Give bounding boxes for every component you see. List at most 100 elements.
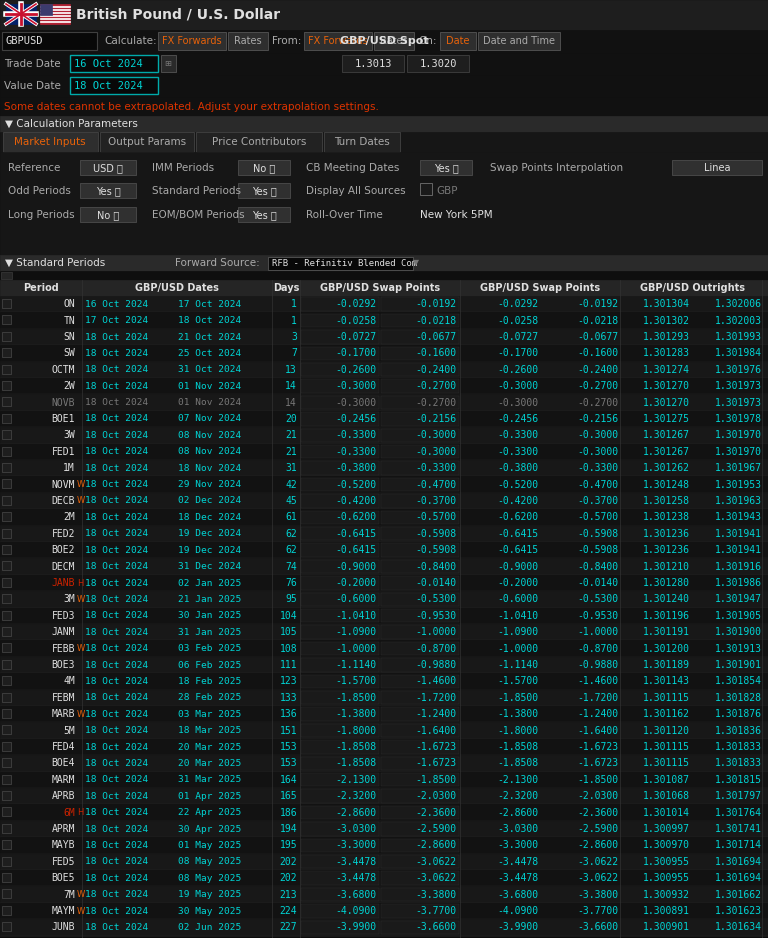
Text: -3.0622: -3.0622 [577, 856, 618, 867]
Text: GBP/USD Spot: GBP/USD Spot [339, 36, 429, 46]
Bar [0, 838, 768, 854]
Bar [40, 4, 52, 15]
Text: 02 Jun 2025: 02 Jun 2025 [178, 923, 241, 931]
Bar [0, 116, 768, 132]
Text: -4.0900: -4.0900 [497, 906, 538, 916]
Bar [301, 855, 379, 869]
Text: APRB: APRB [51, 791, 75, 801]
Text: No ⓘ: No ⓘ [253, 163, 275, 173]
Text: 1.301238: 1.301238 [643, 512, 690, 522]
Bar [0, 444, 768, 460]
Bar [0, 378, 768, 394]
Text: 1.301900: 1.301900 [715, 628, 762, 637]
Text: 1.301913: 1.301913 [715, 643, 762, 654]
Text: -0.4700: -0.4700 [577, 479, 618, 490]
Bar [2, 808, 11, 816]
Text: W: W [77, 890, 85, 900]
Text: 1.301270: 1.301270 [643, 381, 690, 391]
Text: 62: 62 [285, 529, 297, 538]
Bar [2, 676, 11, 685]
Text: -2.8600: -2.8600 [335, 808, 376, 818]
Bar [301, 904, 379, 917]
Text: 30 Jan 2025: 30 Jan 2025 [178, 612, 241, 620]
Text: 1.301200: 1.301200 [643, 643, 690, 654]
Text: 1.301854: 1.301854 [715, 676, 762, 687]
Bar [0, 255, 768, 271]
Text: 18 Oct 2024: 18 Oct 2024 [85, 562, 148, 571]
Text: -1.8000: -1.8000 [497, 726, 538, 735]
Text: -0.5908: -0.5908 [415, 529, 456, 538]
Bar [2, 299, 11, 308]
Text: -1.7200: -1.7200 [415, 693, 456, 703]
Bar [301, 347, 379, 360]
Text: Output Params: Output Params [108, 137, 186, 147]
Text: 13: 13 [285, 365, 297, 375]
Text: 1.301662: 1.301662 [715, 889, 762, 900]
Bar [2, 562, 11, 570]
Bar [40, 21, 70, 23]
Bar [0, 624, 768, 641]
Text: -1.0410: -1.0410 [335, 611, 376, 621]
Bar [80, 160, 136, 175]
Text: -0.4200: -0.4200 [335, 496, 376, 506]
Bar [381, 871, 459, 885]
Text: 14: 14 [285, 398, 297, 408]
Text: 01 Nov 2024: 01 Nov 2024 [178, 398, 241, 407]
Text: GBP/USD Swap Points: GBP/USD Swap Points [320, 283, 440, 293]
Text: 1.301623: 1.301623 [715, 906, 762, 916]
Text: Forward Source:: Forward Source: [175, 258, 260, 268]
Text: -3.4478: -3.4478 [335, 873, 376, 884]
Bar [301, 314, 379, 327]
Text: -0.8400: -0.8400 [415, 562, 456, 571]
Bar [0, 870, 768, 886]
Text: 18 Oct 2024: 18 Oct 2024 [85, 710, 148, 719]
Text: -2.0300: -2.0300 [415, 791, 456, 801]
Text: 18 Oct 2024: 18 Oct 2024 [85, 579, 148, 587]
Text: H: H [77, 809, 84, 817]
Text: -3.6600: -3.6600 [415, 922, 456, 932]
Text: 1.301943: 1.301943 [715, 512, 762, 522]
Bar [0, 53, 768, 75]
Text: 104: 104 [280, 611, 297, 621]
Bar [381, 724, 459, 737]
Text: On:: On: [418, 36, 436, 46]
Text: Market Inputs: Market Inputs [15, 137, 86, 147]
Text: W: W [77, 644, 85, 653]
Text: -0.2700: -0.2700 [415, 381, 456, 391]
Bar [0, 788, 768, 805]
Text: 18 Oct 2024: 18 Oct 2024 [85, 677, 148, 686]
Text: Yes ⓘ: Yes ⓘ [252, 210, 276, 220]
Text: 1.301236: 1.301236 [643, 545, 690, 555]
Bar [2, 446, 11, 456]
Text: 1.301764: 1.301764 [715, 808, 762, 818]
Text: 20 Mar 2025: 20 Mar 2025 [178, 759, 241, 768]
Text: -1.6723: -1.6723 [577, 759, 618, 768]
Text: 06 Feb 2025: 06 Feb 2025 [178, 660, 241, 670]
Bar [381, 510, 459, 524]
Text: 25 Oct 2024: 25 Oct 2024 [178, 349, 241, 358]
Bar [40, 6, 70, 8]
Text: -0.1600: -0.1600 [577, 348, 618, 358]
Text: ⊞: ⊞ [164, 59, 171, 68]
Bar [0, 591, 768, 608]
Bar [0, 509, 768, 525]
Text: 1: 1 [291, 315, 297, 325]
Text: IMM Periods: IMM Periods [152, 163, 214, 173]
Text: 1.301236: 1.301236 [643, 529, 690, 538]
Text: -1.8500: -1.8500 [497, 693, 538, 703]
Text: -3.7700: -3.7700 [577, 906, 618, 916]
Text: -3.3800: -3.3800 [577, 889, 618, 900]
Text: -4.0900: -4.0900 [335, 906, 376, 916]
Text: -1.8508: -1.8508 [335, 742, 376, 752]
Bar [381, 773, 459, 786]
Bar [100, 132, 194, 152]
Text: ON: ON [63, 299, 75, 310]
Text: 18 Oct 2024: 18 Oct 2024 [85, 873, 148, 883]
Text: 18 Oct 2024: 18 Oct 2024 [85, 415, 148, 423]
Bar [0, 427, 768, 444]
Bar [0, 345, 768, 362]
Bar [381, 576, 459, 590]
Bar [440, 32, 476, 50]
Text: Price Contributors: Price Contributors [212, 137, 306, 147]
Text: 18 Oct 2024: 18 Oct 2024 [85, 857, 148, 867]
